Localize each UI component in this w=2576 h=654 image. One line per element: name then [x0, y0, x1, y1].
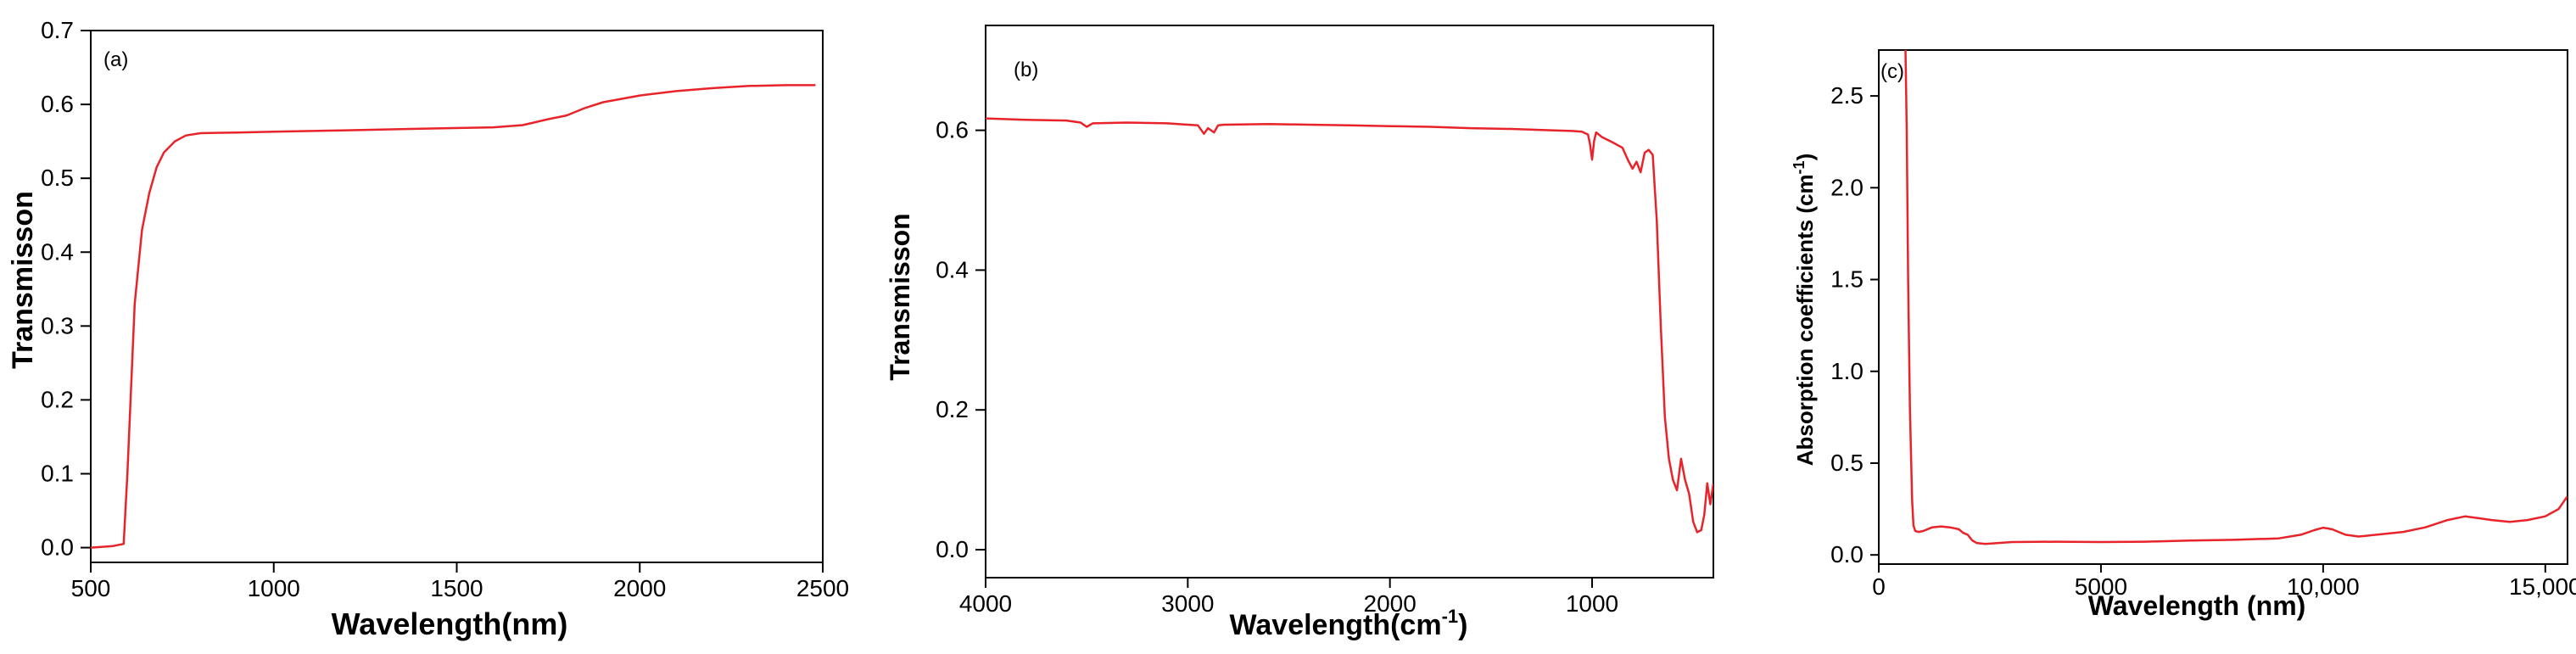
- x-tick-label: 4000: [959, 590, 1012, 617]
- panel-b-label: (b): [1014, 59, 1038, 81]
- x-tick-label: 1000: [248, 575, 300, 601]
- panel-a-marks: 500 1000 1500 2000 2500 0.0 0.1 0.2 0.3 0.4 0.5 0.6…: [41, 17, 849, 601]
- series-line: [91, 84, 816, 549]
- panel-b-xlabel-close: ): [1458, 609, 1467, 641]
- panel-c-ylabel-close: ): [1792, 154, 1818, 161]
- x-tick-label: 3000: [1161, 590, 1214, 617]
- panel-a-label: (a): [103, 48, 128, 71]
- panel-c-ylabel: Absorption coefficients (cm-1): [1791, 154, 1818, 467]
- y-tick-label: 0.0: [936, 536, 969, 562]
- panel-b-frame: [985, 25, 1714, 579]
- panel-c-ylabel-main: Absorption coefficients (cm: [1792, 174, 1818, 466]
- panel-c-xlabel: Wavelength (nm): [2088, 590, 2306, 621]
- panel-a: 500 1000 1500 2000 2500 0.0 0.1 0.2 0.3 0.4 0.5 0.6…: [7, 17, 849, 641]
- y-tick-label: 0.0: [41, 534, 74, 561]
- panel-b: 4000 3000 2000 1000 0.0 0.2 0.4 0.6 (b) Wavelen…: [885, 25, 1714, 641]
- x-tick-label: 10,000: [2287, 573, 2360, 600]
- panel-c-label: (c): [1880, 60, 1904, 83]
- panel-a-frame: [90, 30, 824, 563]
- x-tick-label: 5000: [2075, 573, 2127, 600]
- y-tick-label: 1.5: [1830, 266, 1864, 293]
- x-tick-label: 0: [1872, 573, 1886, 600]
- x-tick-label: 15,000: [2509, 573, 2576, 600]
- panel-b-ylabel: Transmisson: [885, 213, 915, 380]
- panel-b-xlabel-main: Wavelength(cm: [1230, 609, 1442, 641]
- y-tick-label: 1.0: [1830, 358, 1864, 384]
- y-tick-label: 0.5: [41, 165, 74, 191]
- y-tick-label: 0.0: [1830, 541, 1864, 567]
- x-tick-label: 1500: [430, 575, 483, 601]
- x-tick-label: 1000: [1566, 590, 1618, 617]
- y-tick-label: 2.0: [1830, 174, 1864, 200]
- x-tick-label: 500: [71, 575, 111, 601]
- y-tick-label: 0.3: [41, 312, 74, 338]
- x-tick-label: 2000: [613, 575, 666, 601]
- x-tick-label: 2000: [1364, 590, 1417, 617]
- x-tick-label: 2500: [796, 575, 849, 601]
- y-tick-label: 0.2: [41, 386, 74, 412]
- panel-c-marks: 0 5000 10,000 15,000 0.0 0.5 1.0 1.5 2.0 2.5: [1830, 50, 2576, 600]
- y-tick-label: 0.1: [41, 461, 74, 487]
- y-tick-label: 0.5: [1830, 450, 1864, 476]
- panel-b-xlabel: Wavelength(cm-1): [1230, 606, 1468, 641]
- y-tick-label: 0.7: [41, 17, 74, 43]
- y-tick-label: 0.4: [936, 256, 969, 282]
- y-tick-label: 0.6: [41, 91, 74, 117]
- series-line: [986, 117, 1713, 534]
- panel-b-xlabel-superscript: -1: [1442, 606, 1459, 627]
- panel-b-marks: 4000 3000 2000 1000 0.0 0.2 0.4 0.6: [936, 117, 1713, 617]
- y-tick-label: 2.5: [1830, 82, 1864, 109]
- y-tick-label: 0.6: [936, 117, 969, 143]
- y-tick-label: 0.4: [41, 238, 74, 265]
- panel-c-ylabel-superscript: -1: [1791, 160, 1808, 174]
- panel-a-ylabel: Transmisson: [7, 191, 39, 369]
- y-tick-label: 0.2: [936, 396, 969, 422]
- series-line: [1904, 50, 2568, 545]
- panel-c-frame: [1878, 49, 2568, 565]
- panel-a-xlabel: Wavelength(nm): [332, 606, 568, 641]
